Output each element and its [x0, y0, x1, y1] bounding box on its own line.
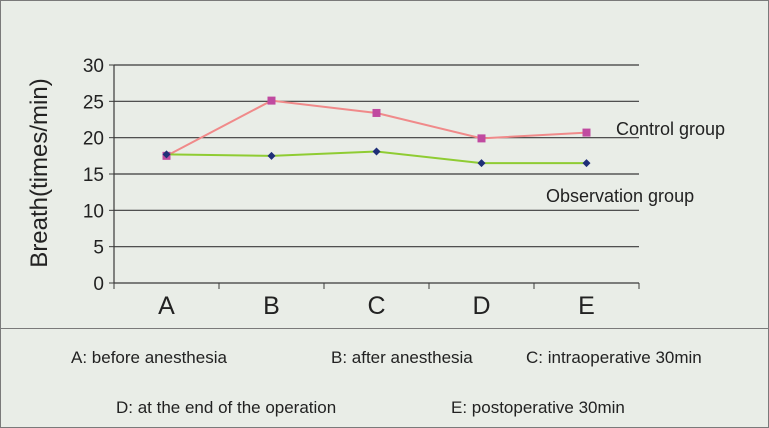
data-point-observation-E [582, 159, 591, 168]
x-tick-label-C: C [367, 292, 385, 320]
legend-divider [1, 328, 768, 329]
y-axis-label: Breath(times/min) [26, 78, 53, 267]
series-label-observation-group: Observation group [546, 186, 694, 206]
legend-note-e: E: postoperative 30min [451, 398, 625, 417]
data-point-observation-A [162, 150, 171, 159]
data-point-observation-B [267, 151, 276, 160]
y-tick-labels: 0 5 10 15 20 25 30 [83, 56, 104, 295]
y-tick-label: 5 [93, 238, 104, 259]
y-tick-label: 10 [83, 201, 104, 222]
x-tick-label-B: B [263, 292, 280, 320]
grid-lines [114, 64, 639, 248]
series-label-control-group: Control group [616, 119, 725, 139]
x-tick-label-E: E [578, 292, 595, 320]
x-tick-label-D: D [472, 292, 490, 320]
legend-note-d: D: at the end of the operation [116, 398, 337, 417]
legend-note-b: B: after anesthesia [331, 348, 473, 367]
axes [109, 64, 640, 289]
y-tick-label: 30 [83, 56, 104, 77]
y-tick-label: 20 [83, 129, 104, 150]
data-point-control-B [267, 96, 276, 105]
legend-note-a: A: before anesthesia [71, 348, 227, 367]
x-tick-labels: A B C D E [158, 292, 595, 320]
data-point-control-C [372, 108, 381, 117]
y-tick-label: 0 [93, 274, 104, 295]
data-point-control-D [477, 134, 486, 143]
data-point-control-E [582, 128, 591, 137]
series-markers [162, 96, 591, 168]
x-tick-label-A: A [158, 292, 175, 320]
line-chart: 0 5 10 15 20 25 30 A B C D E Breath(times/min) Con… [26, 56, 725, 320]
legend-note-c: C: intraoperative 30min [526, 348, 702, 367]
data-point-observation-D [477, 159, 486, 168]
y-tick-label: 15 [83, 165, 104, 186]
data-point-observation-C [372, 147, 381, 156]
y-tick-label: 25 [83, 92, 104, 113]
